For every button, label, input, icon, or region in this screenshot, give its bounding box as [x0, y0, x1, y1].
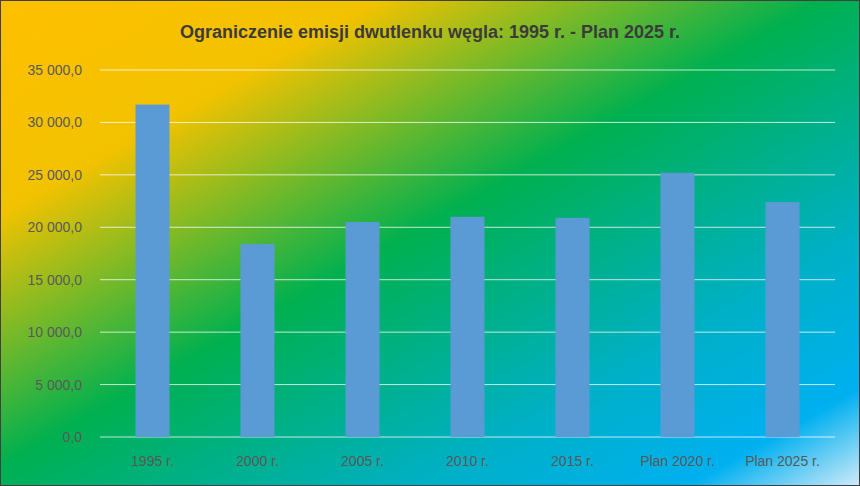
title: Ograniczenie emisji dwutlenku węgla: 199… [180, 22, 680, 42]
bar [451, 217, 485, 437]
x-tick-label: 1995 r. [131, 453, 174, 469]
y-tick-label: 10 000,0 [28, 324, 83, 340]
chart-container: Ograniczenie emisji dwutlenku węgla: 199… [0, 0, 860, 486]
y-tick-label: 20 000,0 [28, 219, 83, 235]
chart-svg: Ograniczenie emisji dwutlenku węgla: 199… [0, 0, 860, 486]
bar [241, 244, 275, 437]
x-tick-label: Plan 2020 r. [640, 453, 715, 469]
x-tick-label: 2005 r. [341, 453, 384, 469]
x-tick-label: 2000 r. [236, 453, 279, 469]
bar [766, 202, 800, 437]
bars [136, 105, 800, 437]
y-tick-label: 5 000,0 [35, 377, 82, 393]
x-tick-label: Plan 2025 r. [745, 453, 820, 469]
bar [136, 105, 170, 437]
grid-line [100, 174, 835, 175]
grid-line [100, 70, 835, 71]
y-tick-label: 25 000,0 [28, 167, 83, 183]
y-tick-label: 30 000,0 [28, 114, 83, 130]
x-tick-label: 2015 r. [551, 453, 594, 469]
background [1, 1, 860, 486]
y-tick-label: 15 000,0 [28, 272, 83, 288]
bar [346, 222, 380, 437]
grid-line [100, 122, 835, 123]
bar [661, 173, 695, 437]
bar [556, 218, 590, 437]
y-tick-label: 35 000,0 [28, 62, 83, 78]
x-tick-label: 2010 r. [446, 453, 489, 469]
y-tick-label: 0,0 [63, 429, 83, 445]
